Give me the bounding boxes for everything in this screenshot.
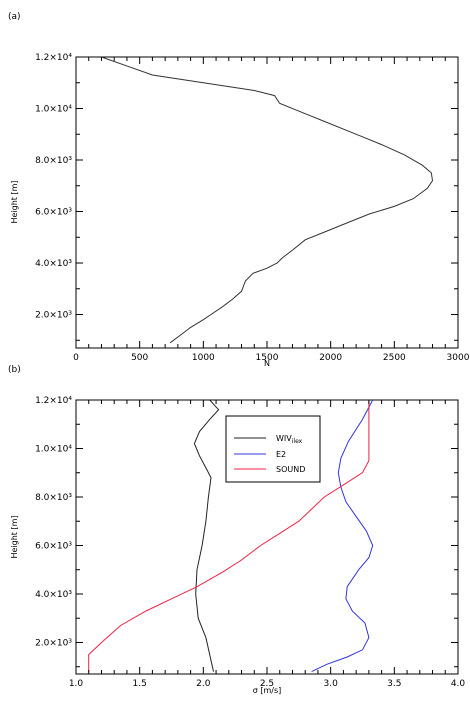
panel-a: (a) 0 500 1000 1500 2000 2500 3000 2.0×10³ 4.0×… xyxy=(8,12,470,368)
y-tick-label: 6.0×10³ xyxy=(35,208,72,218)
panel-a-x-axis: 0 500 1000 1500 2000 2500 3000 xyxy=(73,57,470,363)
panel-b-x-axis-label: σ [m/s] xyxy=(253,686,282,695)
x-tick-label: 2000 xyxy=(319,353,342,363)
x-tick-label: 2.0 xyxy=(196,679,211,689)
panel-b-series-sound-line xyxy=(88,400,370,672)
panel-a-x-axis-label: N xyxy=(264,359,270,368)
x-tick-label: 1000 xyxy=(192,353,215,363)
y-tick-label: 1.2×10⁴ xyxy=(35,396,72,406)
panel-b-series-wiv-line xyxy=(193,399,220,672)
y-tick-label: 4.0×10³ xyxy=(35,259,72,269)
x-tick-label: 3000 xyxy=(447,353,470,363)
panel-b-legend: WIVilex E2 SOUND xyxy=(225,415,321,483)
y-tick-label: 1.0×10⁴ xyxy=(35,105,72,115)
x-tick-label: 3.5 xyxy=(387,679,401,689)
y-tick-label: 4.0×10³ xyxy=(35,590,72,600)
x-tick-label: 1500 xyxy=(256,353,279,363)
panel-b: (b) 1.0 1.5 2.0 2.5 3.0 3.5 4.0 2.0×10³ 4.0×10³… xyxy=(8,365,465,695)
panel-b-label: (b) xyxy=(8,365,21,375)
x-tick-label: 4.0 xyxy=(451,679,466,689)
y-tick-label: 2.0×10³ xyxy=(35,311,72,321)
x-tick-label: 500 xyxy=(131,353,148,363)
panel-a-y-axis-label: Height [m] xyxy=(10,180,19,223)
y-tick-label: 2.0×10³ xyxy=(35,638,72,648)
panel-a-label: (a) xyxy=(8,12,21,22)
panel-a-series-line xyxy=(101,56,434,344)
panel-a-plot-frame xyxy=(75,56,459,349)
panel-b-y-axis: 2.0×10³ 4.0×10³ 6.0×10³ 8.0×10³ 1.0×10⁴ 1.2×1… xyxy=(35,396,458,668)
y-tick-label: 1.2×10⁴ xyxy=(35,53,72,63)
x-tick-label: 0 xyxy=(73,353,79,363)
panel-a-y-axis: 2.0×10³ 4.0×10³ 6.0×10³ 8.0×10³ 1.0×10⁴ 1.2×1… xyxy=(35,53,458,341)
legend-label-e2: E2 xyxy=(276,450,286,459)
x-tick-label: 2500 xyxy=(383,353,406,363)
panel-b-x-axis: 1.0 1.5 2.0 2.5 3.0 3.5 4.0 xyxy=(69,400,466,689)
x-tick-label: 2.5 xyxy=(260,679,274,689)
y-tick-label: 8.0×10³ xyxy=(35,156,72,166)
panel-b-series-e2-line xyxy=(311,399,374,673)
x-tick-label: 1.5 xyxy=(133,679,147,689)
y-tick-label: 6.0×10³ xyxy=(35,541,72,551)
x-tick-label: 3.0 xyxy=(324,679,339,689)
legend-box xyxy=(225,415,321,483)
x-tick-label: 1.0 xyxy=(69,679,84,689)
y-tick-label: 8.0×10³ xyxy=(35,493,72,503)
panel-b-y-axis-label: Height [m] xyxy=(10,515,19,558)
legend-label-wiv: WIVilex xyxy=(276,434,303,445)
y-tick-label: 1.0×10⁴ xyxy=(35,444,72,454)
legend-label-sound: SOUND xyxy=(276,465,305,474)
